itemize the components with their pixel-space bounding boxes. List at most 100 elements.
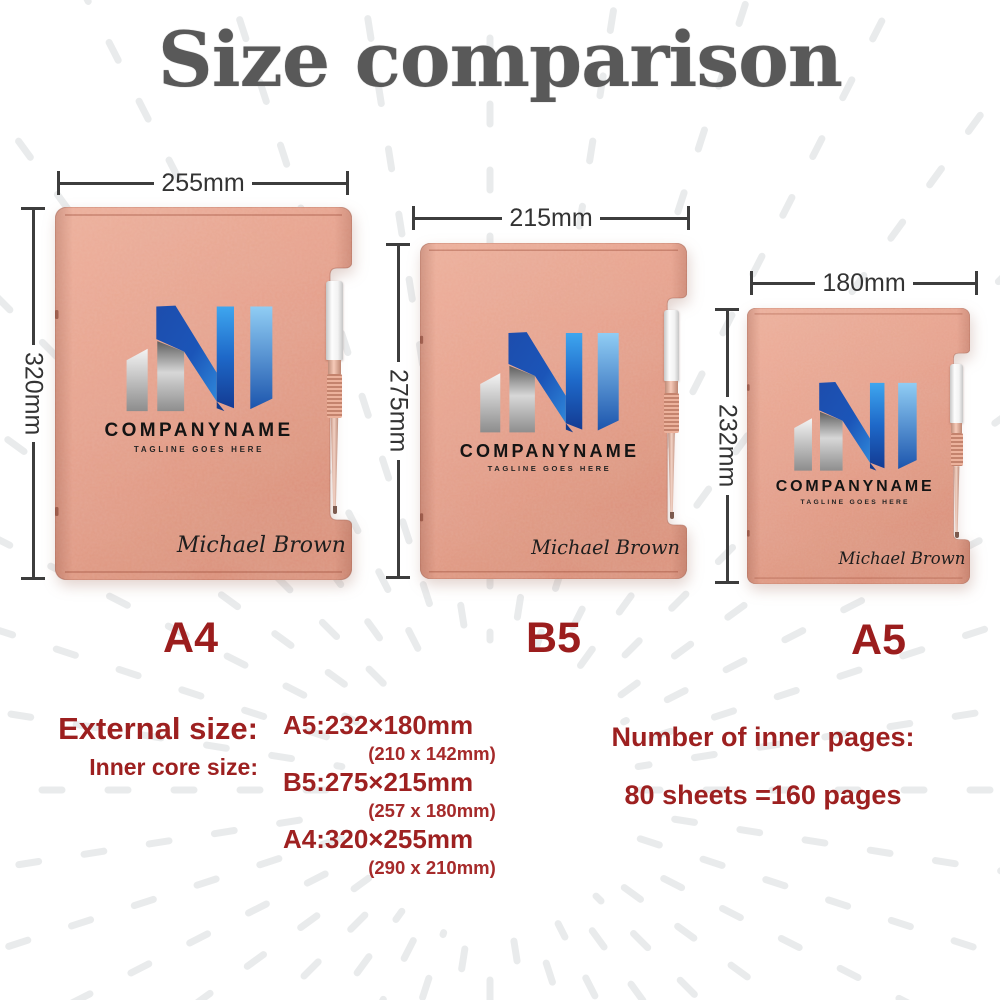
a4-notebook-cover: COMPANYNAME TAGLINE GOES HERE Michael Br… [55, 207, 352, 580]
dimension-line-segment [753, 281, 816, 285]
pen-cap [950, 363, 963, 423]
dimension-end-cap [975, 271, 978, 295]
logo-gray-bar-2 [509, 365, 535, 433]
size-row-b5: B5:275×215mm (257 x 180mm) [283, 767, 533, 824]
logo-gray-bar-2 [819, 411, 843, 471]
dimension-line-segment [725, 494, 729, 581]
a4-height-dimension-line: 320mm [16, 207, 50, 580]
dimension-line-segment [60, 181, 155, 185]
tagline-text: TAGLINE GOES HERE [487, 464, 612, 474]
logo-gray-bar-1 [126, 348, 148, 411]
b5-height-label: 275mm [384, 369, 413, 453]
dimension-line-segment [725, 311, 729, 398]
spine-hinge-mark [420, 513, 424, 522]
company-logo [126, 305, 272, 411]
logo-n-diagonal [818, 381, 870, 463]
dimension-line-segment [396, 459, 400, 576]
dimension-end-cap [386, 576, 410, 579]
company-name-text: COMPANYNAME [104, 419, 294, 441]
logo-n-right-stroke [216, 306, 234, 408]
pen [326, 281, 343, 514]
logo-gray-bar-2 [156, 340, 184, 411]
cover-branding: COMPANYNAME TAGLINE GOES HERE [460, 323, 639, 473]
dimension-line-segment [31, 210, 35, 345]
dimension-end-cap [57, 171, 60, 195]
logo-n-diagonal [155, 305, 217, 402]
a4-height-label: 320mm [19, 351, 48, 436]
dimension-end-cap [715, 581, 739, 584]
dimension-end-cap [21, 577, 45, 580]
dimension-line-segment [396, 246, 400, 363]
a5-notebook-cover: COMPANYNAME TAGLINE GOES HERE Michael Br… [747, 308, 970, 584]
a4-width-dimension-line: 255mm [57, 169, 349, 197]
logo-n-tail [565, 423, 574, 433]
b5-external-size: B5:275×215mm [283, 767, 474, 797]
pen [663, 309, 680, 520]
pen-cap [326, 281, 343, 360]
a4-external-size: A4:320×255mm [283, 824, 474, 854]
size-values-list: A5:232×180mm (210 x 142mm) B5:275×215mm … [283, 710, 533, 881]
logo-n-right-stroke [869, 382, 885, 468]
logo-i-bar [597, 332, 619, 431]
dimension-line-segment [251, 181, 346, 185]
pages-value: 80 sheets =160 pages [624, 780, 902, 810]
spine-hinge-mark [55, 507, 59, 516]
spine-hinge-mark [747, 529, 750, 537]
pen-band [327, 360, 342, 374]
leather-cover-shape [747, 308, 970, 584]
b5-size-label: B5 [526, 614, 581, 662]
dimension-end-cap [715, 308, 739, 311]
a5-size-label: A5 [851, 616, 906, 664]
dimension-end-cap [687, 206, 690, 230]
owner-name: Michael Brown [176, 532, 346, 558]
a5-height-label: 232mm [713, 404, 742, 488]
a5-inner-size: (210 x 142mm) [368, 743, 496, 764]
cover-branding: COMPANYNAME TAGLINE GOES HERE [105, 296, 294, 454]
leather-cover-shape [55, 207, 352, 580]
a5-external-size: A5:232×180mm [283, 710, 474, 740]
dimension-end-cap [346, 171, 349, 195]
dimension-end-cap [386, 243, 410, 246]
a5-width-label: 180mm [822, 268, 906, 297]
page-title: Size comparison [157, 15, 843, 104]
logo-i-bar [897, 382, 917, 469]
a4-size-label: A4 [163, 614, 218, 662]
b5-width-dimension-line: 215mm [412, 204, 690, 232]
dimension-end-cap [750, 271, 753, 295]
logo-n-tail [869, 462, 877, 471]
pen-tip [954, 532, 959, 539]
size-row-a5: A5:232×180mm (210 x 142mm) [283, 710, 533, 767]
size-type-labels: External size: Inner core size: [18, 711, 258, 781]
tagline-text: TAGLINE GOES HERE [800, 498, 910, 506]
pen [950, 363, 963, 539]
pages-info: Number of inner pages: 80 sheets =160 pa… [572, 722, 954, 811]
spine-hinge-mark [747, 384, 750, 391]
b5-inner-size: (257 x 180mm) [368, 800, 496, 821]
tagline-text: TAGLINE GOES HERE [133, 444, 265, 454]
pen-grip [326, 374, 343, 418]
pages-title: Number of inner pages: [611, 722, 915, 752]
a5-width-dimension-line: 180mm [750, 268, 978, 297]
a4-inner-size: (290 x 210mm) [368, 857, 496, 878]
pen-body [953, 466, 960, 533]
owner-name: Michael Brown [531, 536, 680, 560]
dimension-line-segment [31, 442, 35, 577]
cover-branding: COMPANYNAME TAGLINE GOES HERE [776, 374, 935, 506]
dimension-line-segment [415, 216, 503, 220]
size-row-a4: A4:320×255mm (290 x 210mm) [283, 824, 533, 881]
logo-gray-bar-1 [793, 417, 812, 471]
spine-hinge-mark [55, 310, 59, 319]
pen-grip [950, 433, 963, 467]
spine-hinge-mark [420, 335, 424, 344]
company-logo [480, 332, 619, 433]
b5-height-dimension-line: 275mm [381, 243, 415, 579]
pen-tip [669, 512, 674, 520]
pen-body [330, 418, 339, 506]
company-name-text: COMPANYNAME [775, 477, 935, 495]
external-size-label: External size: [58, 711, 258, 746]
logo-n-right-stroke [565, 332, 583, 430]
